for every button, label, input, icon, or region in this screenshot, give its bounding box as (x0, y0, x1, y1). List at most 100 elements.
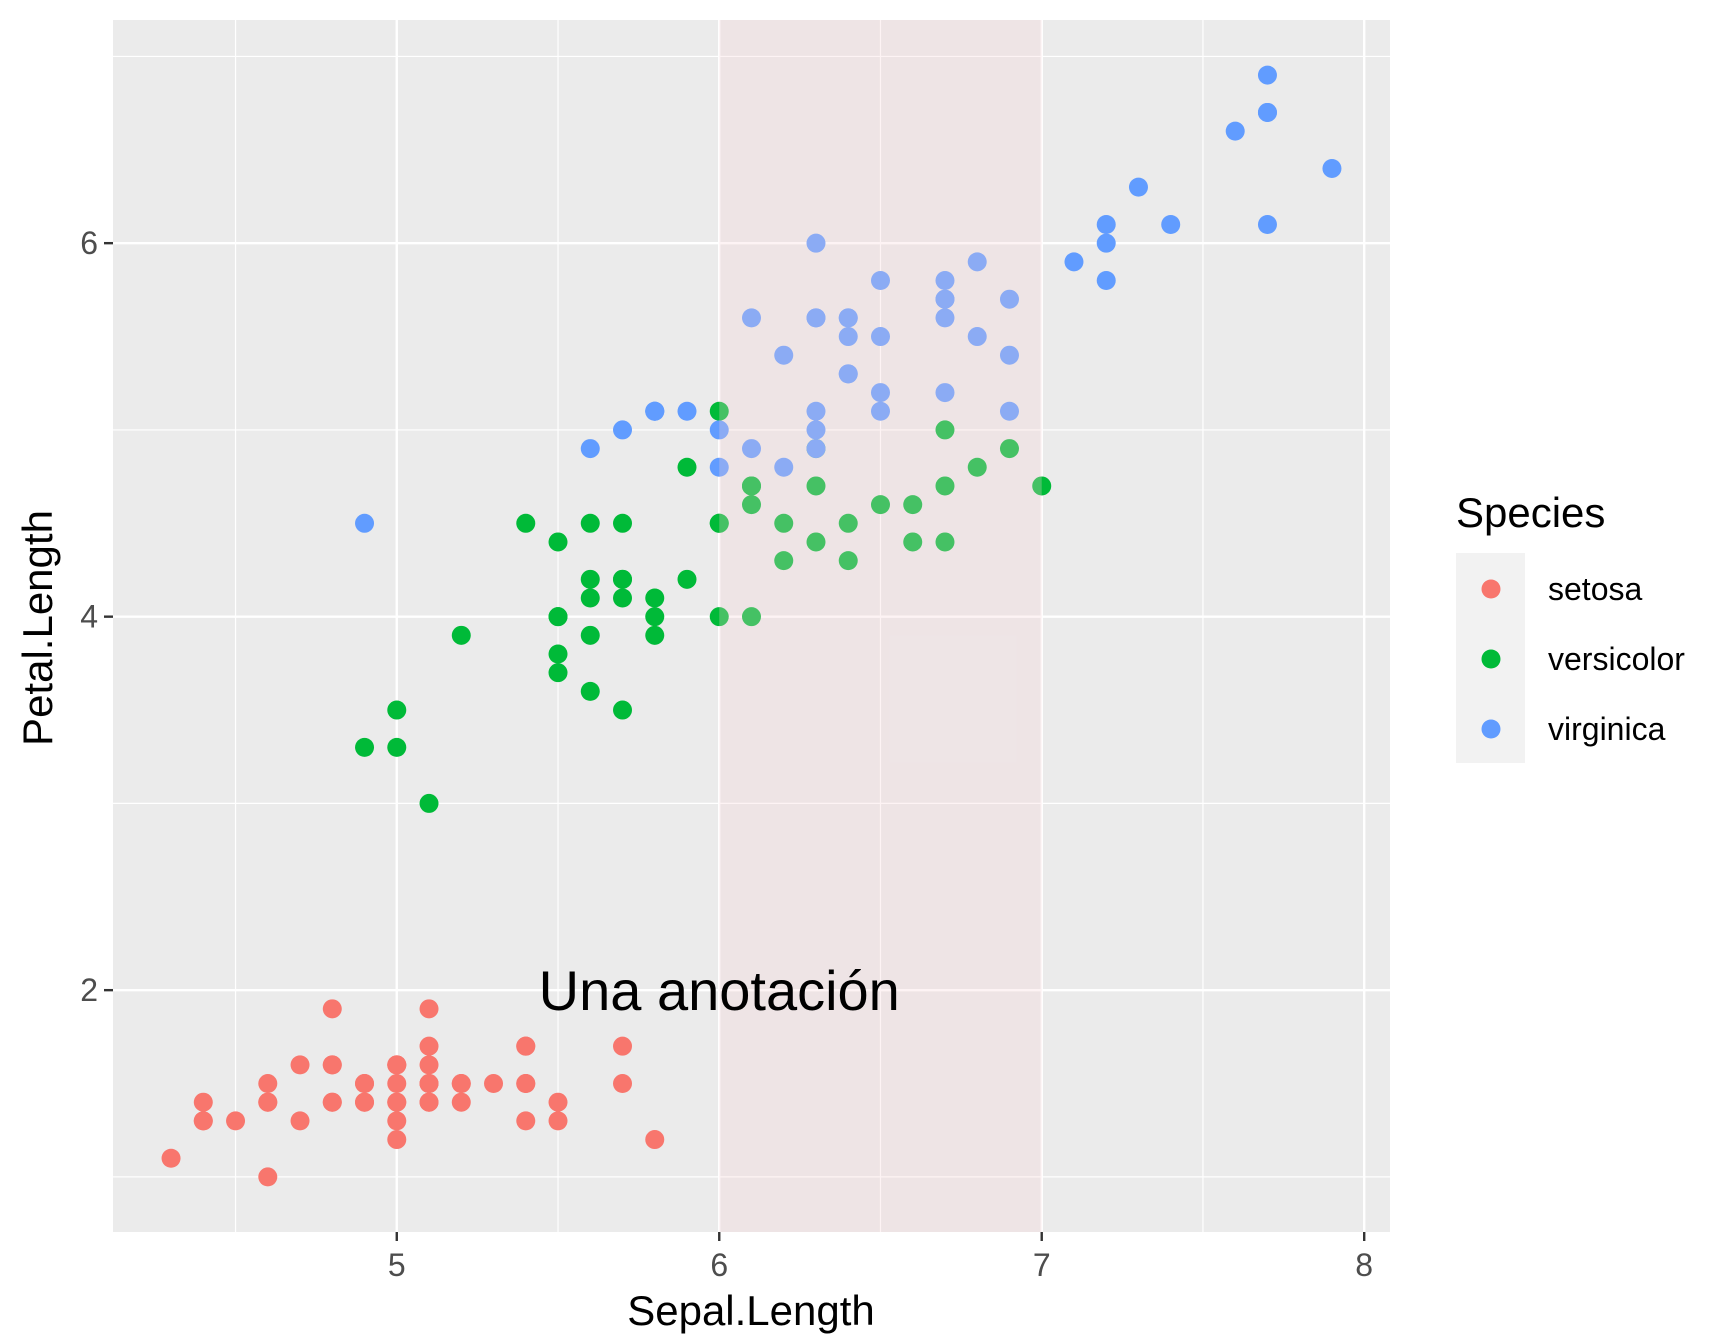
data-point-setosa (322, 999, 342, 1019)
data-point-versicolor (709, 513, 729, 533)
data-point-setosa (451, 1092, 471, 1112)
data-point-virginica (838, 364, 858, 384)
data-point-setosa (613, 1074, 633, 1094)
data-point-setosa (419, 1055, 439, 1075)
legend-label-virginica: virginica (1548, 711, 1666, 747)
data-point-virginica (935, 289, 955, 309)
data-point-virginica (742, 439, 761, 459)
legend-label-setosa: setosa (1548, 571, 1642, 607)
data-point-versicolor (677, 457, 697, 477)
data-point-versicolor (935, 420, 955, 440)
data-point-virginica (742, 308, 761, 328)
data-point-virginica (355, 513, 375, 533)
data-point-virginica (870, 327, 890, 347)
data-point-setosa (258, 1074, 278, 1094)
data-point-setosa (193, 1092, 213, 1112)
data-point-versicolor (870, 495, 890, 515)
data-point-virginica (870, 271, 890, 291)
data-point-versicolor (935, 476, 955, 496)
data-point-virginica (870, 383, 890, 403)
legend-key-virginica (1481, 719, 1501, 739)
data-point-versicolor (645, 607, 665, 627)
data-point-setosa (387, 1111, 407, 1131)
data-point-versicolor (580, 625, 600, 645)
data-point-setosa (161, 1148, 181, 1168)
data-point-virginica (709, 420, 729, 440)
data-point-versicolor (967, 457, 987, 477)
series-setosa-points (161, 999, 665, 1187)
data-point-versicolor (709, 401, 729, 421)
data-point-versicolor (580, 569, 600, 589)
data-point-versicolor (709, 607, 729, 627)
data-point-virginica (1096, 271, 1116, 291)
data-point-virginica (806, 308, 826, 328)
data-point-virginica (1128, 177, 1148, 197)
data-point-versicolor (548, 644, 568, 664)
x-axis-title: Sepal.Length (627, 1287, 875, 1334)
data-point-setosa (387, 1055, 407, 1075)
data-point-virginica (1096, 214, 1116, 234)
data-point-virginica (1161, 214, 1181, 234)
data-point-setosa (355, 1092, 375, 1112)
data-point-versicolor (1032, 476, 1052, 496)
data-point-setosa (193, 1111, 213, 1131)
legend-items: setosa versicolor virginica (1481, 571, 1685, 747)
data-point-virginica (1257, 102, 1277, 122)
data-point-versicolor (774, 513, 794, 533)
data-point-setosa (419, 1036, 439, 1056)
data-point-virginica (1322, 158, 1342, 178)
data-point-setosa (258, 1167, 278, 1187)
data-point-virginica (677, 401, 697, 421)
data-point-setosa (290, 1055, 310, 1075)
data-point-versicolor (838, 551, 858, 571)
series-virginica-points (355, 65, 1342, 533)
data-point-setosa (516, 1074, 536, 1094)
data-point-versicolor (774, 551, 794, 571)
data-point-setosa (419, 1074, 439, 1094)
y-tick-label: 6 (80, 225, 98, 261)
data-point-virginica (935, 271, 955, 291)
x-axis-ticks: 5 6 7 8 (388, 1232, 1373, 1283)
data-point-virginica (999, 289, 1019, 309)
data-point-virginica (967, 252, 987, 272)
data-point-versicolor (806, 476, 826, 496)
data-point-virginica (1257, 65, 1277, 85)
data-point-virginica (709, 457, 729, 477)
data-point-virginica (838, 308, 858, 328)
data-point-setosa (645, 1130, 665, 1150)
y-tick-label: 4 (80, 599, 98, 635)
data-point-virginica (774, 345, 794, 365)
data-point-virginica (774, 457, 794, 477)
data-point-setosa (322, 1092, 342, 1112)
data-point-virginica (806, 233, 826, 253)
data-point-virginica (935, 308, 955, 328)
data-point-versicolor (838, 513, 858, 533)
data-point-versicolor (742, 495, 761, 515)
y-axis-title: Petal.Length (14, 510, 61, 746)
data-point-setosa (484, 1074, 504, 1094)
data-point-versicolor (742, 476, 761, 496)
data-point-setosa (258, 1092, 278, 1112)
data-point-versicolor (613, 513, 633, 533)
data-point-versicolor (613, 588, 633, 608)
data-point-versicolor (580, 681, 600, 701)
data-point-versicolor (419, 793, 439, 813)
data-point-versicolor (355, 737, 375, 757)
data-point-virginica (1225, 121, 1245, 141)
x-tick-label: 5 (388, 1247, 406, 1283)
data-point-setosa (387, 1130, 407, 1150)
data-point-setosa (548, 1092, 568, 1112)
data-point-versicolor (645, 588, 665, 608)
data-point-virginica (1096, 233, 1116, 253)
data-point-virginica (613, 420, 633, 440)
y-axis-ticks: 2 4 6 (80, 225, 113, 1008)
data-point-virginica (806, 439, 826, 459)
data-point-virginica (999, 401, 1019, 421)
data-point-setosa (548, 1111, 568, 1131)
data-point-virginica (870, 401, 890, 421)
data-point-setosa (387, 1092, 407, 1112)
data-point-versicolor (613, 569, 633, 589)
data-point-versicolor (806, 532, 826, 552)
legend-title: Species (1456, 489, 1605, 536)
data-point-versicolor (516, 513, 536, 533)
